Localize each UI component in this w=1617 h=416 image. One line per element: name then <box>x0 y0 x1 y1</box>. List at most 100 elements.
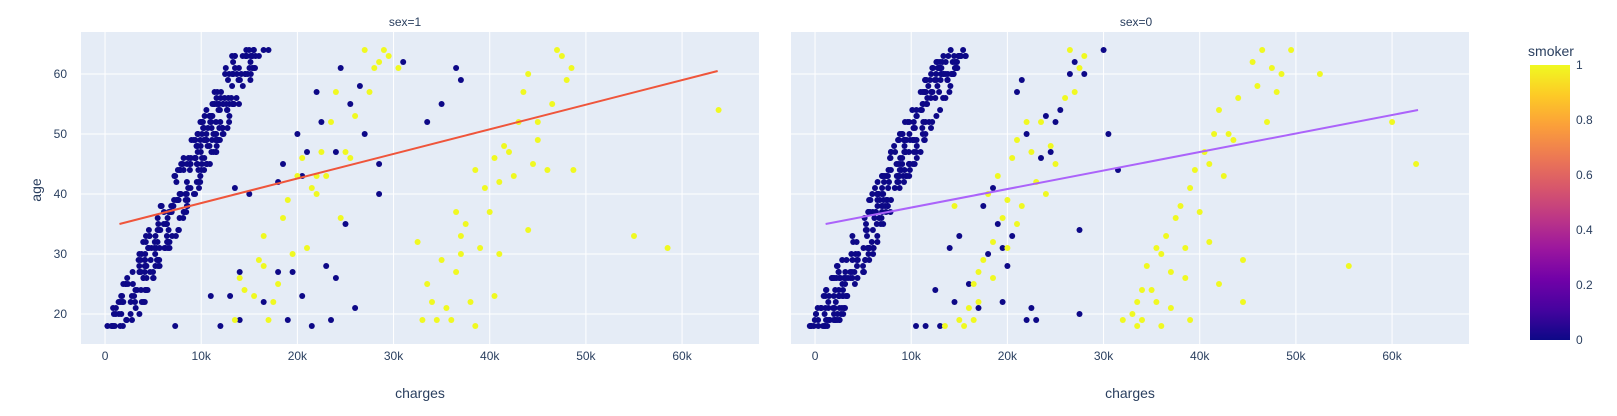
scatter-point <box>284 197 291 203</box>
scatter-point <box>921 137 928 143</box>
scatter-point <box>164 245 171 251</box>
scatter-point <box>1139 317 1145 323</box>
scatter-point <box>931 77 938 83</box>
scatter-point <box>181 209 188 215</box>
scatter-point <box>453 269 460 275</box>
scatter-point <box>893 161 900 167</box>
scatter-point <box>182 197 189 203</box>
scatter-point <box>164 215 171 221</box>
scatter-point <box>510 173 517 179</box>
scatter-point <box>141 263 148 269</box>
scatter-point <box>913 113 920 119</box>
scatter-point <box>294 131 301 137</box>
scatter-point <box>826 293 832 299</box>
scatter-point <box>243 47 250 53</box>
scatter-point <box>873 221 880 227</box>
scatter-point <box>150 275 157 281</box>
scatter-point <box>824 323 831 329</box>
scatter-point <box>896 185 903 191</box>
scatter-point <box>951 203 958 209</box>
scatter-point <box>280 215 286 221</box>
scatter-point <box>948 71 955 77</box>
scatter-point <box>558 53 565 59</box>
scatter-point <box>236 275 243 281</box>
scatter-point <box>934 83 941 89</box>
scatter-point <box>956 53 963 59</box>
scatter-point <box>1023 317 1030 323</box>
scatter-point <box>323 263 330 269</box>
scatter-point <box>925 83 932 89</box>
scatter-point <box>163 233 170 239</box>
scatter-point <box>832 317 839 323</box>
scatter-point <box>270 299 277 305</box>
scatter-point <box>220 101 227 107</box>
scatter-point <box>1076 311 1083 317</box>
scatter-point <box>1345 263 1352 269</box>
scatter-point <box>491 155 498 161</box>
scatter-point <box>123 317 130 323</box>
scatter-point <box>250 47 257 53</box>
scatter-point <box>1225 131 1232 137</box>
scatter-point <box>175 197 182 203</box>
scatter-point <box>810 323 817 329</box>
scatter-point <box>881 179 887 185</box>
y-tick-label: 40 <box>54 187 68 201</box>
scatter-point <box>839 257 846 263</box>
scatter-point <box>308 323 315 329</box>
scatter-point <box>200 125 207 131</box>
scatter-point <box>127 299 134 305</box>
scatter-point <box>852 251 859 257</box>
scatter-point <box>190 191 197 197</box>
scatter-point <box>239 53 246 59</box>
scatter-point <box>554 47 560 53</box>
scatter-point <box>885 185 892 191</box>
scatter-point <box>980 203 987 209</box>
colorbar-ticks: 0 0.2 0.4 0.6 0.8 1 <box>1576 58 1593 347</box>
scatter-point <box>220 131 227 137</box>
scatter-point <box>990 275 996 281</box>
scatter-point <box>142 251 149 257</box>
scatter-point <box>328 317 334 323</box>
scatter-point <box>1076 227 1083 233</box>
scatter-point <box>304 149 310 155</box>
scatter-point <box>871 215 878 221</box>
scatter-point <box>299 293 306 299</box>
scatter-point <box>224 125 231 131</box>
scatter-point <box>209 101 216 107</box>
scatter-point <box>164 239 171 245</box>
scatter-point <box>186 167 193 173</box>
x-tick-label: 20k <box>288 349 308 363</box>
scatter-point <box>994 173 1001 179</box>
scatter-point <box>961 323 968 329</box>
scatter-point <box>1004 197 1011 203</box>
scatter-point <box>1220 173 1227 179</box>
y-axis-title: age <box>28 178 44 202</box>
scatter-point <box>299 155 306 161</box>
scatter-point <box>352 113 359 119</box>
scatter-point <box>1042 113 1049 119</box>
scatter-point <box>1014 221 1020 227</box>
scatter-point <box>236 101 242 107</box>
facet-panel-sex-0: sex=0 charges 0 10k 20k 30k 40k 50k 60k <box>791 15 1469 401</box>
scatter-point <box>1071 89 1078 95</box>
scatter-point <box>136 311 143 317</box>
scatter-point <box>922 89 929 95</box>
scatter-point <box>152 251 159 257</box>
scatter-point <box>197 173 204 179</box>
scatter-point <box>941 323 948 329</box>
y-tick-label: 50 <box>54 127 68 141</box>
colorbar-tick-label: 0.2 <box>1576 278 1593 292</box>
scatter-point <box>879 185 886 191</box>
scatter-point <box>104 323 111 329</box>
scatter-point <box>891 185 898 191</box>
scatter-point <box>213 143 220 149</box>
scatter-point <box>275 281 282 287</box>
scatter-point <box>151 245 158 251</box>
scatter-point <box>208 113 215 119</box>
colorbar-gradient <box>1530 65 1570 340</box>
scatter-point <box>946 245 953 251</box>
scatter-point <box>457 233 464 239</box>
scatter-point <box>173 179 180 185</box>
scatter-point <box>158 203 164 209</box>
scatter-point <box>1230 137 1237 143</box>
